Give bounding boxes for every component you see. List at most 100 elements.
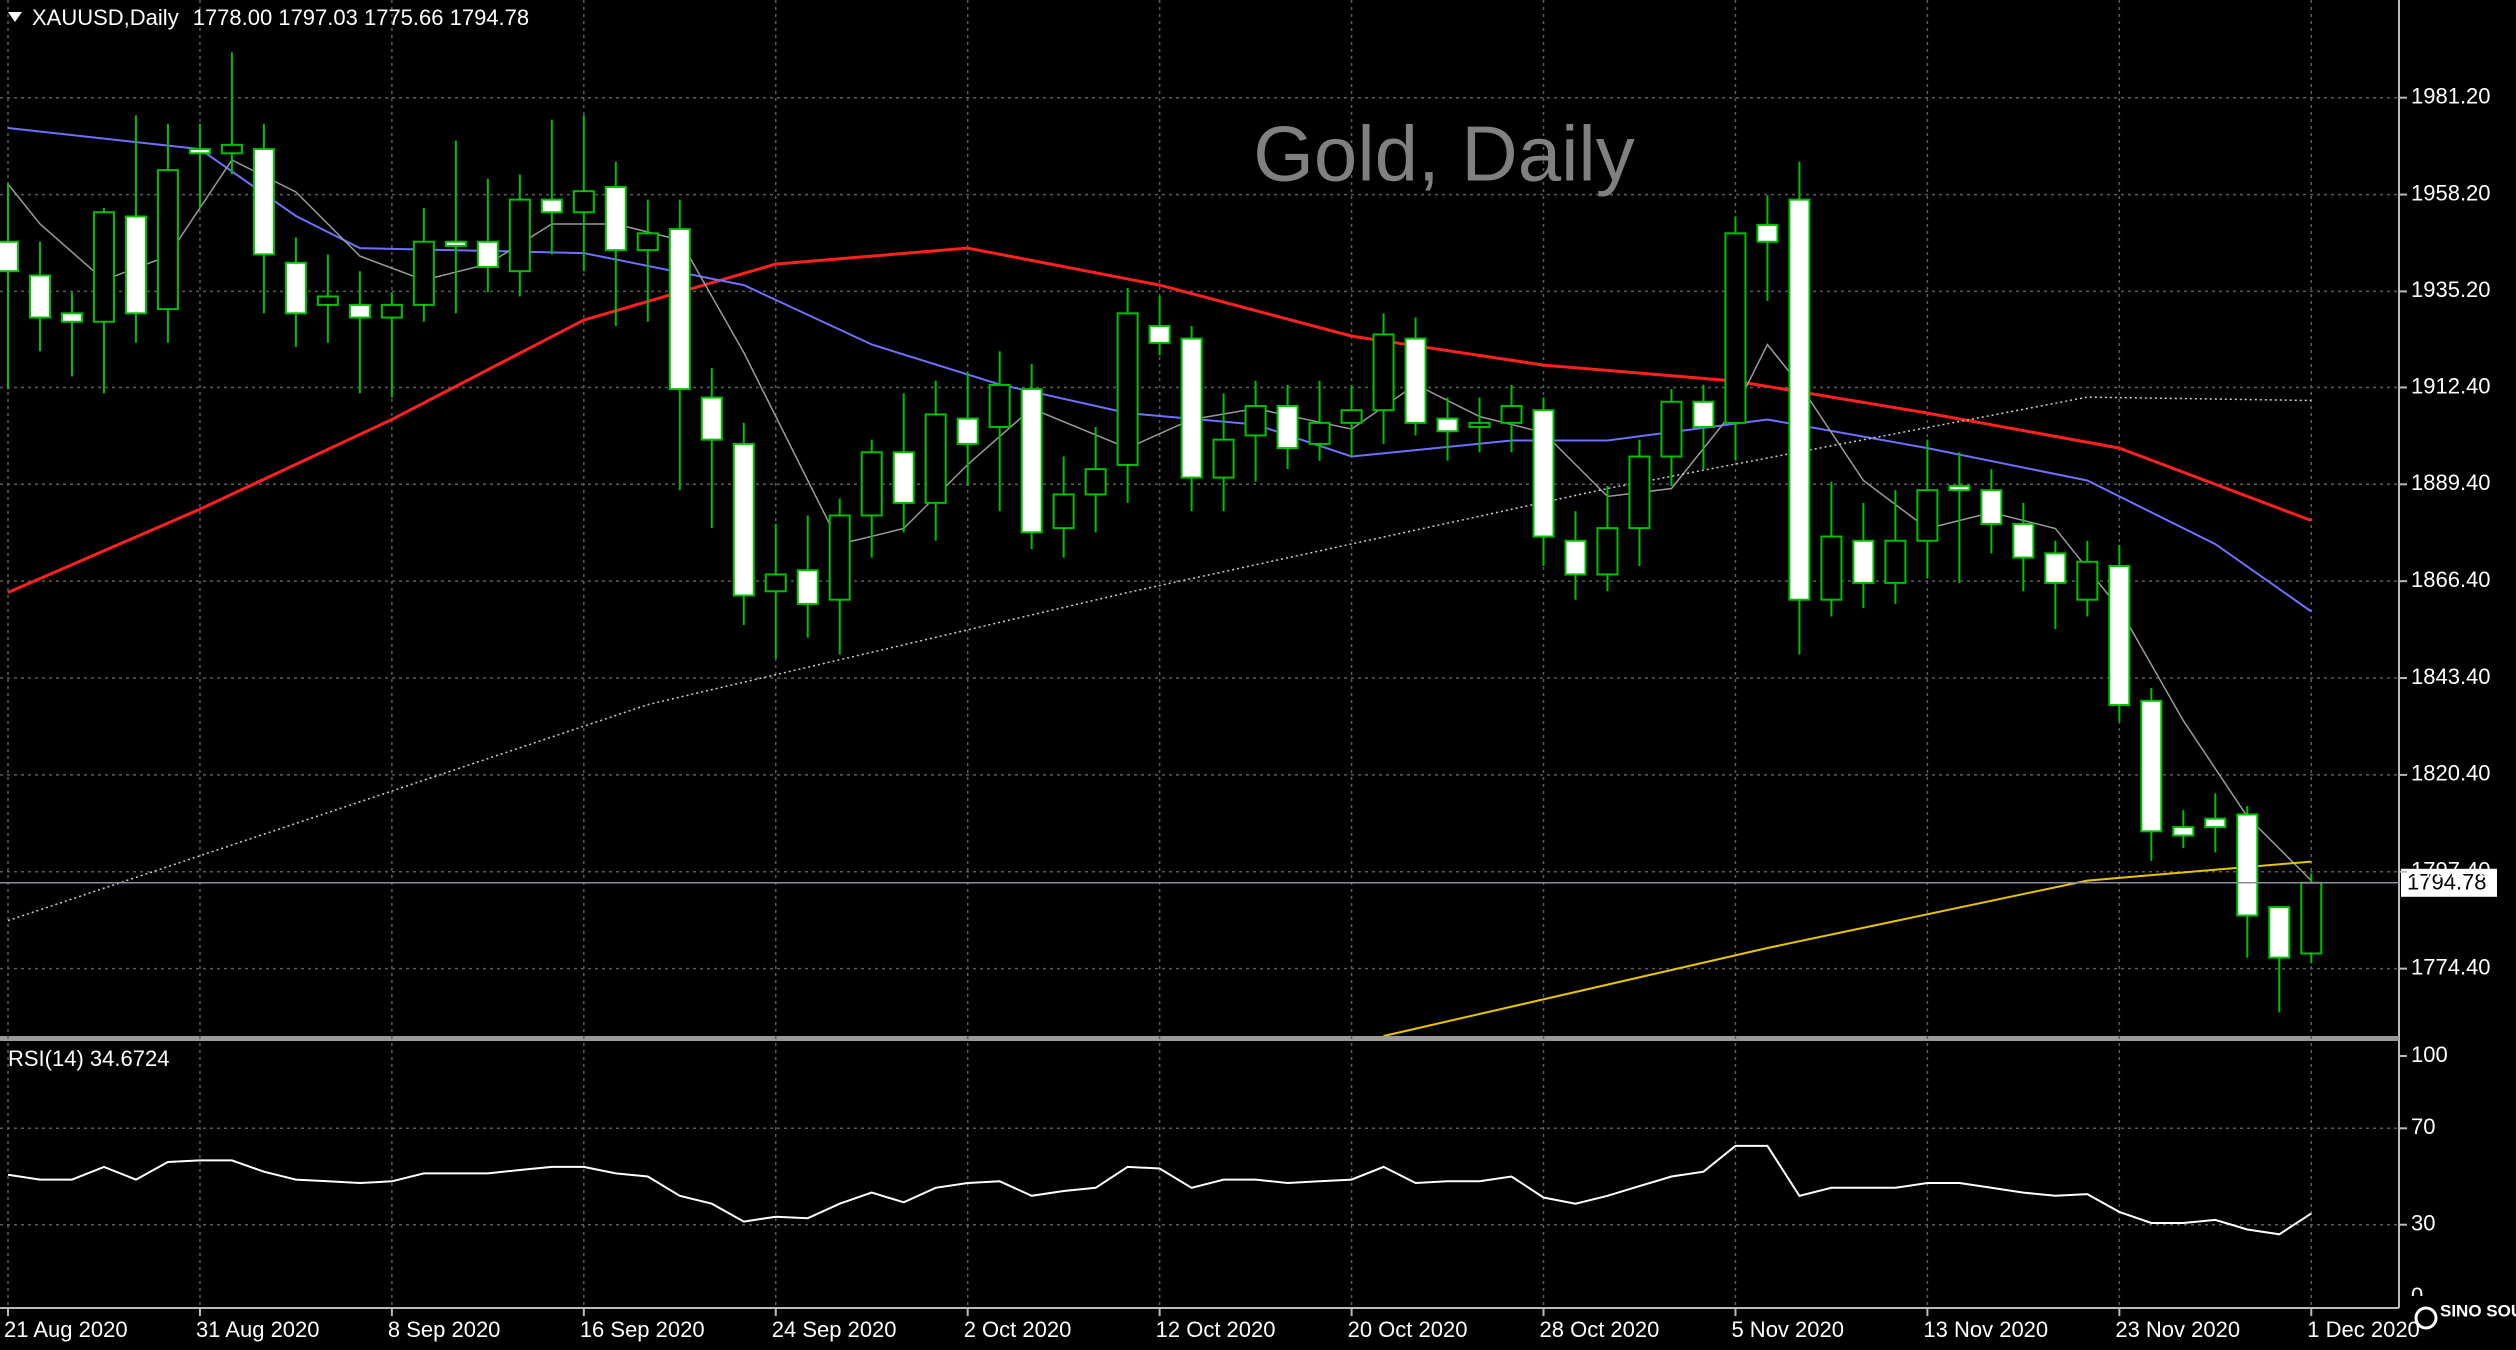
x-tick-label: 2 Oct 2020 — [964, 1317, 1072, 1342]
y-tick-label: 1935.20 — [2411, 277, 2491, 302]
candle-body — [1596, 527, 1619, 576]
candle-body — [1180, 337, 1203, 479]
x-tick-label: 12 Oct 2020 — [1156, 1317, 1276, 1342]
candle-body — [1340, 409, 1363, 424]
candle-body — [2108, 565, 2131, 706]
y-tick-label: 1843.40 — [2411, 664, 2491, 689]
x-tick-label: 31 Aug 2020 — [196, 1317, 320, 1342]
candle-body — [1884, 539, 1907, 584]
candle-body — [796, 569, 819, 605]
ohlc-text: 1778.00 1797.03 1775.66 1794.78 — [193, 5, 529, 30]
x-tick-label: 28 Oct 2020 — [1540, 1317, 1660, 1342]
candle-body — [2268, 906, 2291, 959]
panel-separator — [0, 1036, 2399, 1041]
candle-body — [1052, 493, 1075, 530]
symbol: XAUUSD,Daily — [32, 5, 179, 30]
candle-body — [2140, 699, 2163, 833]
candle-body — [284, 261, 307, 315]
candle-body — [636, 232, 659, 252]
candle-body — [924, 413, 947, 504]
candle-body — [1276, 404, 1299, 450]
candle-body — [60, 312, 83, 323]
menu-arrow — [8, 12, 22, 22]
candle-body — [412, 240, 435, 306]
candle-body — [1564, 539, 1587, 576]
candle-body — [252, 148, 275, 256]
candle-body — [124, 215, 147, 315]
x-tick-label: 21 Aug 2020 — [4, 1317, 128, 1342]
candle-body — [1212, 438, 1235, 479]
candle-body — [1532, 409, 1555, 538]
candle-body — [2172, 826, 2195, 837]
candle-body — [828, 514, 851, 601]
candle-body — [508, 198, 531, 273]
candle-body — [860, 451, 883, 517]
candle-body — [1020, 388, 1043, 534]
candle-body — [1660, 400, 1683, 458]
candle-body — [316, 295, 339, 306]
candle-body — [988, 383, 1011, 429]
candles — [0, 52, 2323, 1013]
candle-body — [1148, 324, 1171, 344]
last-price: 1794.78 — [0, 868, 2497, 897]
rsi-label: RSI(14) 34.6724 — [8, 1046, 169, 1071]
x-tick-label: 16 Sep 2020 — [580, 1317, 705, 1342]
candle-body — [1308, 421, 1331, 445]
candle-body — [572, 190, 595, 214]
candle-body — [2236, 813, 2259, 917]
x-tick-label: 1 Dec 2020 — [2307, 1317, 2420, 1342]
candle-body — [956, 417, 979, 445]
candle-body — [1724, 232, 1747, 424]
last-price-label: 1794.78 — [2407, 870, 2487, 895]
y-tick-label: 1797.40 — [2411, 858, 2491, 883]
candle-body — [540, 198, 563, 214]
candle-body — [1116, 312, 1139, 466]
candle-body — [700, 396, 723, 441]
y-tick-label: 1912.40 — [2411, 373, 2491, 398]
y-tick-label: 1889.40 — [2411, 470, 2491, 495]
candle-body — [1404, 337, 1427, 424]
y-tick-label: 100 — [2411, 1042, 2448, 1067]
chart-header: XAUUSD,Daily 1778.00 1797.03 1775.66 1794… — [32, 5, 529, 30]
y-tick-label: 1820.40 — [2411, 761, 2491, 786]
candle-body — [1980, 489, 2003, 525]
y-tick-label: 1981.20 — [2411, 84, 2491, 109]
x-tick-label: 20 Oct 2020 — [1348, 1317, 1468, 1342]
candle-body — [1756, 223, 1779, 243]
x-tick-label: 24 Sep 2020 — [772, 1317, 897, 1342]
candle-body — [2044, 552, 2067, 584]
last-price-box — [2401, 868, 2497, 897]
candle-body — [2012, 522, 2035, 559]
candle-body — [92, 211, 115, 323]
watermark: SINO SOUND — [2440, 1301, 2516, 1320]
y-tick-label: 30 — [2411, 1211, 2435, 1236]
y-tick-label: 1958.20 — [2411, 180, 2491, 205]
candle-body — [380, 303, 403, 319]
rsi-line — [7, 1144, 2312, 1236]
candle-body — [2300, 881, 2323, 955]
candle-body — [1500, 404, 1523, 424]
chart-title: Gold, Daily — [1253, 110, 1634, 198]
candle-body — [1084, 468, 1107, 496]
candle-body — [892, 451, 915, 504]
candle-body — [764, 573, 787, 593]
candle-body — [1852, 539, 1875, 584]
watermark-logo — [2414, 1306, 2438, 1330]
candle-body — [2204, 817, 2227, 829]
candle-body — [188, 148, 211, 155]
candle-body — [1372, 333, 1395, 412]
candle-body — [1468, 421, 1491, 429]
candle-body — [220, 143, 243, 155]
candle-body — [1692, 400, 1715, 429]
candle-body — [1628, 455, 1651, 530]
candle-body — [1948, 484, 1971, 492]
moving-average — [1383, 860, 2312, 1036]
candle-body — [0, 240, 19, 273]
candle-body — [156, 169, 179, 311]
y-tick-label: 70 — [2411, 1114, 2435, 1139]
watermark-bg — [2400, 1296, 2516, 1350]
candle-body — [476, 240, 499, 269]
